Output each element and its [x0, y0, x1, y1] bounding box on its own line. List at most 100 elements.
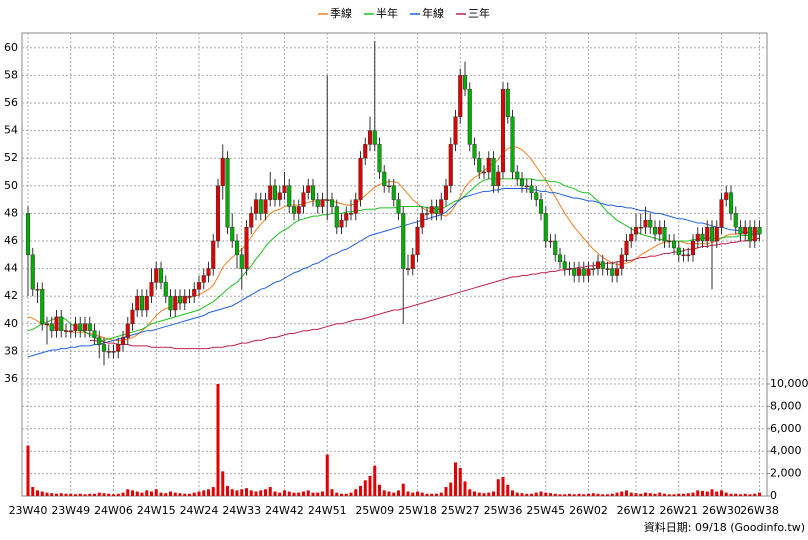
volume-bar — [582, 494, 586, 496]
x-tick-label: 24W06 — [94, 504, 133, 517]
candle-body — [329, 199, 335, 207]
volume-bar — [240, 489, 244, 496]
legend-label: 半年 — [376, 6, 398, 20]
volume-bar — [520, 493, 524, 496]
volume-bar — [435, 493, 438, 496]
legend-label: 季線 — [330, 6, 352, 20]
candle-body — [230, 226, 235, 242]
candle-body — [439, 199, 444, 214]
candle-body — [106, 351, 111, 353]
candle-body — [44, 323, 50, 326]
candle-body — [296, 206, 301, 214]
candle-body — [158, 268, 164, 283]
candle-body — [500, 88, 506, 173]
volume-bar — [411, 492, 415, 496]
candle-body — [681, 254, 686, 257]
candle-body — [192, 289, 197, 297]
volume-bar — [601, 494, 605, 496]
candle-body — [139, 295, 145, 311]
candle-body — [234, 240, 240, 256]
x-tick-label: 24W51 — [308, 504, 347, 517]
candle-body — [68, 330, 73, 332]
x-tick-label: 26W30 — [702, 504, 741, 517]
volume-bar — [197, 491, 201, 496]
volume-bar — [302, 491, 305, 496]
y-tick-label: 50 — [4, 179, 18, 192]
candle-body — [97, 337, 102, 345]
candle-body — [168, 295, 173, 311]
volume-bar — [463, 481, 467, 496]
candle-body — [448, 144, 453, 187]
volume-bar — [444, 487, 448, 496]
candle-body — [638, 226, 643, 229]
candle-body — [135, 295, 140, 311]
volume-bar — [36, 490, 39, 496]
volume-bar — [515, 492, 519, 496]
volume-bar — [625, 490, 628, 496]
candle-body — [78, 323, 83, 331]
x-tick-label: 24W24 — [180, 504, 219, 517]
legend-label: 三年 — [468, 6, 490, 20]
volume-bar — [653, 493, 657, 496]
y2-tick-label: 2,000 — [770, 467, 802, 480]
volume-bar — [667, 494, 671, 496]
x-tick-label: 25W36 — [484, 504, 523, 517]
volume-bar — [615, 492, 619, 496]
volume-bar — [178, 493, 182, 496]
x-tick-label: 26W12 — [617, 504, 656, 517]
candle-body — [282, 185, 287, 193]
volume-bar — [672, 494, 676, 496]
volume-bar — [558, 494, 562, 496]
candle-body — [130, 309, 135, 325]
volume-bar — [686, 493, 690, 496]
candle-body — [605, 268, 610, 270]
candle-body — [54, 316, 59, 331]
volume-bar — [610, 493, 614, 496]
candle-body — [676, 247, 681, 256]
candle-body — [367, 130, 373, 145]
candle-body — [724, 192, 729, 200]
candle-body — [624, 240, 629, 256]
source-note: 資料日期: 09/18 (Goodinfo.tw) — [644, 520, 805, 534]
candle-body — [519, 178, 525, 187]
candle-body — [567, 268, 572, 270]
volume-bar — [164, 493, 168, 496]
volume-bar — [192, 492, 196, 496]
y-tick-label: 54 — [4, 124, 18, 137]
candle-body — [263, 199, 268, 214]
volume-bar — [126, 489, 130, 496]
volume-bar — [188, 493, 191, 496]
volume-bar — [587, 493, 590, 496]
volume-bar — [121, 492, 125, 496]
y-tick-label: 36 — [4, 372, 18, 385]
candle-body — [757, 226, 762, 235]
volume-bar — [116, 493, 120, 496]
candle-body — [610, 268, 615, 276]
volume-bar — [344, 493, 348, 496]
candle-body — [738, 226, 743, 235]
x-tick-label: 25W45 — [526, 504, 565, 517]
candle-body — [92, 330, 97, 338]
volume-bar — [734, 493, 738, 496]
candle-body — [424, 213, 430, 215]
volume-bar — [572, 494, 576, 496]
volume-bar — [297, 492, 301, 496]
volume-bar — [401, 483, 405, 496]
candle-body — [163, 282, 168, 297]
volume-bar — [306, 490, 310, 496]
candle-body — [116, 344, 121, 352]
candle-body — [420, 213, 425, 228]
volume-bar — [482, 493, 486, 496]
volume-bar — [729, 493, 733, 496]
candle-body — [510, 116, 515, 173]
candle-body — [391, 185, 396, 200]
candle-body — [662, 226, 667, 242]
volume-bar — [591, 493, 595, 496]
volume-bar — [245, 488, 248, 496]
candle-body — [472, 144, 477, 159]
volume-bar — [606, 494, 609, 496]
volume-bar — [273, 491, 277, 496]
volume-bar — [553, 493, 557, 496]
volume-bar — [739, 494, 742, 496]
